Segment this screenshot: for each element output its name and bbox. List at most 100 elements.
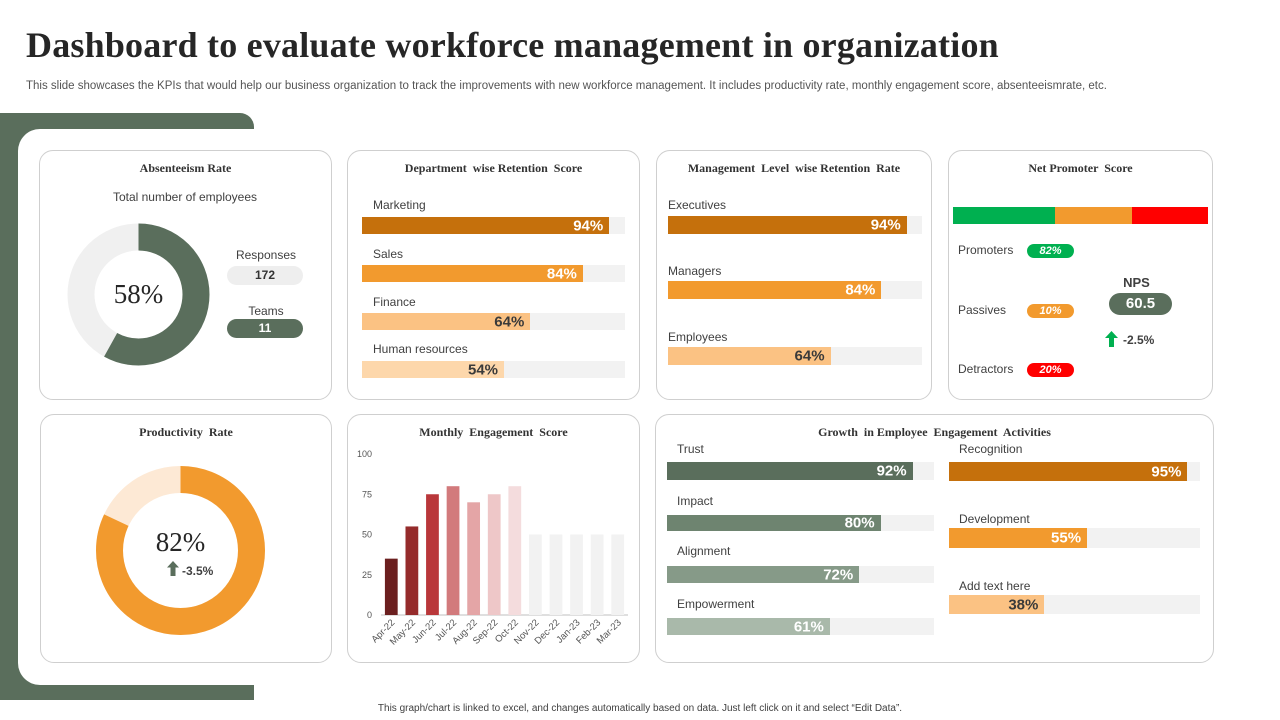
bar-track: 84%	[362, 265, 625, 282]
nps-segment-detractors	[1131, 207, 1208, 224]
bar-label: Impact	[677, 494, 714, 508]
nps-segment-passives	[1055, 207, 1132, 224]
bar-fill: 64%	[668, 347, 831, 365]
engagement-bar	[549, 534, 563, 615]
nps-row-label: Detractors	[958, 362, 1014, 376]
bar-track: 54%	[362, 361, 625, 378]
nps-segment-promoters	[953, 207, 1055, 224]
nps-row-badge: 20%	[1027, 363, 1074, 377]
bar-value: 84%	[845, 281, 876, 299]
bar-value: 84%	[546, 265, 577, 282]
absenteeism-donut	[67, 223, 210, 366]
bar-track: 38%	[949, 595, 1200, 614]
bar-track: 61%	[667, 618, 934, 635]
engagement-bar	[528, 534, 542, 615]
bar-label: Alignment	[677, 544, 731, 558]
footer-note: This graph/chart is linked to excel, and…	[377, 703, 903, 714]
bar-value: 72%	[823, 566, 854, 583]
engagement-bar	[467, 502, 481, 615]
bar-value: 94%	[870, 216, 901, 234]
monthly-engagement-chart: 0255075100Apr-22May-22Jun-22Jul-22Aug-22…	[357, 449, 628, 648]
nps-card: Net Promoter Score Promoters 82% Passives 1…	[948, 150, 1213, 400]
bar-label: Executives	[668, 198, 727, 212]
y-tick-label: 25	[362, 570, 372, 580]
bar-value: 55%	[1051, 529, 1082, 547]
bar-track: 92%	[667, 462, 934, 480]
nps-change: -2.5%	[1123, 333, 1155, 347]
bar-fill: 84%	[362, 265, 583, 282]
engagement-bar	[426, 494, 439, 615]
up-arrow-icon	[167, 561, 179, 576]
bar-track: 95%	[949, 462, 1200, 481]
y-tick-label: 100	[357, 449, 372, 459]
bar-fill: 84%	[668, 281, 882, 299]
bar-label: Finance	[373, 295, 416, 309]
engagement-bar	[446, 486, 460, 615]
bar-fill: 72%	[667, 566, 860, 583]
bar-track: 55%	[949, 528, 1200, 548]
absenteeism-title: Absenteeism Rate	[139, 161, 232, 175]
bar-label: Sales	[373, 247, 404, 261]
engagement-bar	[384, 558, 398, 615]
x-tick-label: Jun-22	[410, 617, 438, 645]
bar-label: Trust	[677, 442, 704, 456]
y-tick-label: 0	[367, 610, 372, 620]
y-tick-label: 75	[362, 489, 372, 499]
growth-title: Growth in Employee Engagement Activities	[818, 425, 1051, 439]
productivity-change: -3.5%	[182, 564, 214, 578]
engagement-bar	[570, 534, 583, 615]
bar-fill: 80%	[667, 514, 881, 532]
bar-value: 94%	[573, 217, 604, 234]
responses-badge: 172	[227, 266, 303, 285]
growth-card: Growth in Employee Engagement Activities…	[655, 414, 1214, 663]
engagement-bar	[508, 486, 522, 615]
productivity-title: Productivity Rate	[139, 425, 233, 439]
bar-fill: 94%	[362, 217, 610, 234]
nps-row-badge: 10%	[1027, 304, 1074, 318]
nps-row-badge: 82%	[1027, 244, 1074, 258]
responses-label: Responses	[235, 248, 297, 262]
bar-track: 80%	[667, 514, 934, 532]
bar-label: Managers	[668, 264, 722, 278]
bar-track: 94%	[362, 217, 625, 234]
productivity-donut	[96, 466, 265, 635]
y-tick-label: 50	[362, 530, 372, 540]
bar-value: 64%	[794, 347, 825, 365]
engagement-bar	[611, 534, 625, 615]
nps-row-label: Promoters	[958, 243, 1014, 257]
productivity-value: 82%	[155, 527, 206, 557]
bar-value: 61%	[793, 618, 824, 635]
bar-fill: 61%	[667, 618, 830, 635]
nps-value-badge: 60.5	[1109, 293, 1172, 315]
bar-value: 92%	[876, 462, 907, 480]
department-retention-card: Department wise Retention Score Marketin…	[347, 150, 640, 400]
bar-label: Marketing	[373, 198, 426, 212]
teams-label: Teams	[248, 304, 284, 318]
bar-value: 80%	[844, 514, 875, 532]
bar-label: Recognition	[959, 442, 1023, 456]
employees-caption: Total number of employees	[112, 190, 258, 204]
nps-title: Net Promoter Score	[1028, 161, 1133, 175]
monthly-engagement-title: Monthly Engagement Score	[419, 425, 568, 439]
bar-track: 72%	[667, 566, 934, 583]
bar-track: 64%	[362, 313, 625, 330]
bar-track: 64%	[668, 347, 922, 365]
productivity-donut-fill	[96, 466, 265, 635]
bar-value: 95%	[1151, 463, 1182, 480]
bar-fill: 55%	[949, 528, 1088, 548]
absenteeism-value: 58%	[113, 279, 164, 309]
bar-fill: 92%	[667, 462, 913, 480]
absenteeism-donut-fill	[67, 223, 210, 366]
bar-fill: 38%	[949, 595, 1045, 614]
management-retention-title: Management Level wise Retention Rate	[687, 161, 901, 175]
page-title: Dashboard to evaluate workforce manageme…	[26, 25, 999, 65]
bar-label: Employees	[668, 330, 728, 344]
page-subtitle: This slide showcases the KPIs that would…	[26, 80, 1107, 92]
bar-label: Empowerment	[677, 597, 755, 611]
bar-value: 54%	[467, 361, 499, 378]
bar-value: 38%	[1008, 596, 1039, 613]
engagement-bar	[487, 494, 501, 615]
department-retention-title: Department wise Retention Score	[404, 161, 583, 175]
productivity-card: Productivity Rate 82% -3.5%	[40, 414, 332, 663]
bar-fill: 64%	[362, 313, 531, 330]
